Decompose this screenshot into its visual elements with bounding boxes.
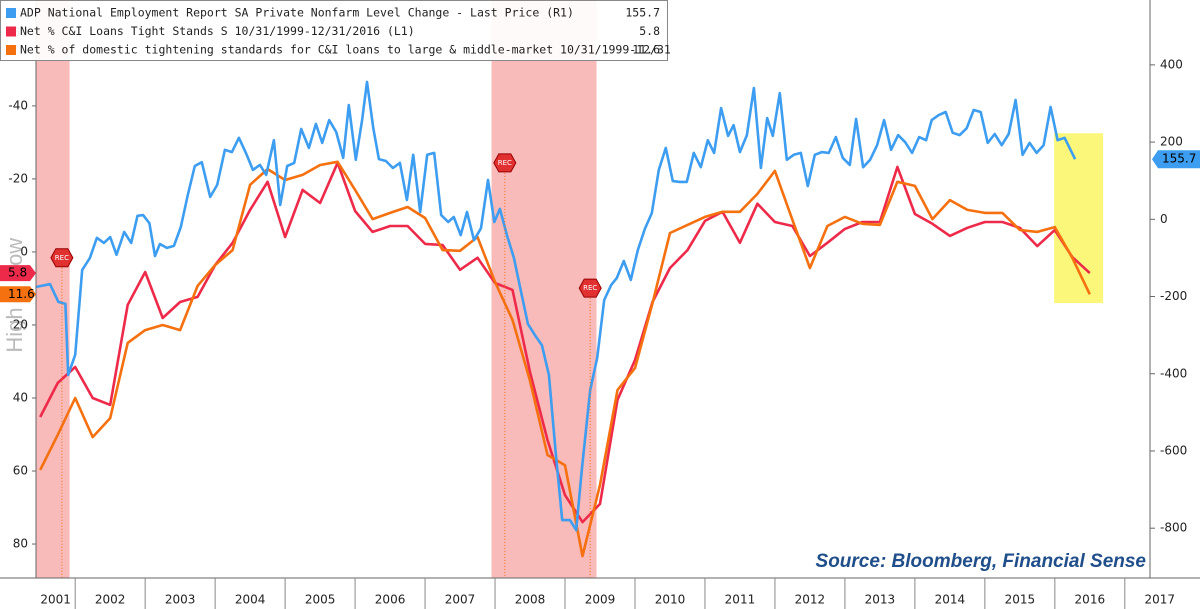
y2-tick-label: -400 xyxy=(1160,366,1187,380)
x-tick-label: 2011 xyxy=(725,593,756,607)
annotation-marker xyxy=(578,278,602,298)
highlight-box xyxy=(1054,133,1104,304)
y-tick-label: 0 xyxy=(20,244,28,258)
last-value-tag xyxy=(0,286,36,303)
x-tick-label: 2009 xyxy=(585,593,616,607)
y2-tick-label: 0 xyxy=(1160,212,1168,226)
legend-label: ADP National Employment Report SA Privat… xyxy=(20,6,574,20)
plot-over: REC REC REC xyxy=(50,153,602,578)
x-tick-label: 2013 xyxy=(865,593,896,607)
x-tick-label: 2008 xyxy=(515,593,546,607)
x-tick-label: 2003 xyxy=(165,593,196,607)
annotation-marker xyxy=(50,248,74,268)
x-tick-label: 2007 xyxy=(445,593,476,607)
x-tick-label: 2014 xyxy=(935,593,966,607)
y2-tick-label: -800 xyxy=(1160,521,1187,535)
annotation-label: REC xyxy=(498,159,512,167)
x-tick-label: 2005 xyxy=(305,593,336,607)
last-value-tag xyxy=(0,265,36,282)
x-tick-label: 2017 xyxy=(1145,593,1176,607)
legend-swatch xyxy=(6,26,16,37)
y-tick-label: -40 xyxy=(8,98,28,112)
legend-value: 155.7 xyxy=(625,6,660,20)
annotation-marker xyxy=(493,153,517,173)
y-tick-label: 40 xyxy=(13,390,28,404)
legend-value: 5.8 xyxy=(639,24,660,38)
series-line xyxy=(39,160,1091,558)
y2-tick-label: -200 xyxy=(1160,289,1187,303)
x-tick-label: 2012 xyxy=(795,593,826,607)
legend-swatch xyxy=(6,8,16,18)
last-value-label: 155.7 xyxy=(1162,152,1196,166)
x-tick-label: 2004 xyxy=(235,593,266,607)
source: Source: Bloomberg, Financial Sense xyxy=(816,551,1147,572)
legend-label: Net % C&I Loans Tight Stands S 10/31/199… xyxy=(20,24,415,38)
x-tick-label: 2015 xyxy=(1005,593,1036,607)
x-tick-label: 2010 xyxy=(655,593,686,607)
legend-swatch xyxy=(6,45,16,55)
y2-tick-label: 200 xyxy=(1160,135,1183,149)
y-tick-label: 60 xyxy=(13,464,28,478)
y-tick-label: 80 xyxy=(13,537,28,551)
x-tick-label: 2006 xyxy=(375,593,406,607)
x-tick-label: 2016 xyxy=(1075,593,1106,607)
legend-value: 11.6 xyxy=(632,43,660,57)
legend-label: Net % of domestic tightening standards f… xyxy=(20,43,671,57)
plot-under xyxy=(36,0,1104,578)
y2-tick-label: 400 xyxy=(1160,57,1183,71)
series-line xyxy=(36,80,1077,532)
legend-box xyxy=(0,0,668,61)
last-value-tag xyxy=(1152,150,1200,169)
plot-lines xyxy=(36,80,1091,558)
last-value-label: 5.8 xyxy=(8,266,27,280)
y2-tick-label: -600 xyxy=(1160,443,1187,457)
x-tick-label: 2001 xyxy=(40,593,71,607)
side-label: High xyxy=(2,307,27,352)
y-tick-label: 20 xyxy=(13,317,28,331)
last-value-label: 11.6 xyxy=(8,287,35,301)
annotation-label: REC xyxy=(583,284,597,292)
x-tick-label: 2002 xyxy=(95,593,126,607)
y-tick-label: -20 xyxy=(8,171,28,185)
annotation-label: REC xyxy=(55,254,69,262)
